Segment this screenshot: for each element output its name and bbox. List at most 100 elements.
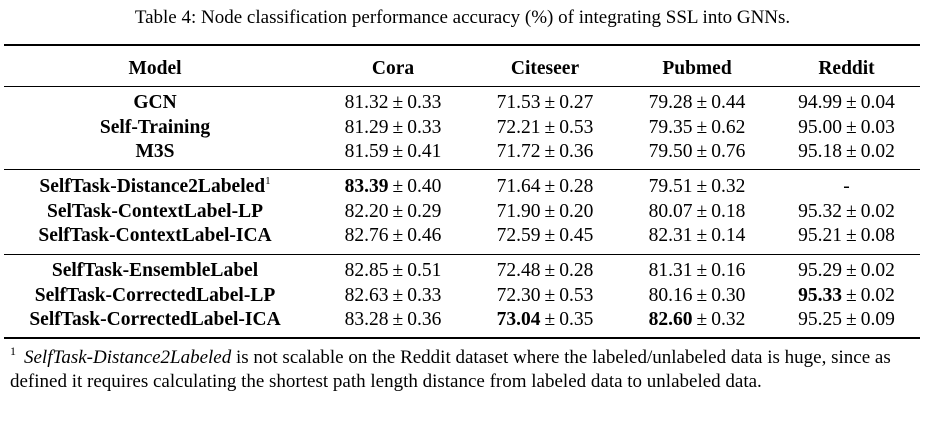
table-caption: Table 4: Node classification performance… <box>134 7 791 28</box>
accuracy-value: 72.21 <box>496 116 541 138</box>
model-name: SelfTask-CorrectedLabel-ICA <box>29 309 281 330</box>
reddit-cell: 95.18 ±0.02 <box>774 140 919 164</box>
column-header-cora: Cora <box>371 58 415 79</box>
cora-cell: 82.85 ±0.51 <box>318 259 468 283</box>
group-rule-2 <box>4 254 920 255</box>
table-row: M3S 81.59 ±0.41 71.72 ±0.36 79.50 ±0.76 95.18 ±0… <box>0 140 925 164</box>
cora-cell: 81.29 ±0.33 <box>318 116 468 140</box>
plus-minus-symbol: ± <box>696 92 708 113</box>
std-value: 0.33 <box>407 284 442 306</box>
plus-minus-symbol: ± <box>392 92 404 113</box>
table-row: SelfTask-ContextLabel-ICA 82.76 ±0.46 72.59… <box>0 224 925 248</box>
plus-minus-symbol: ± <box>392 309 404 330</box>
plus-minus-symbol: ± <box>544 116 556 138</box>
plus-minus-symbol: ± <box>846 200 857 222</box>
accuracy-value: 71.72 <box>496 141 541 162</box>
table-row: SelTask-ContextLabel-LP 82.20 ±0.29 71.90 ±0… <box>0 200 925 224</box>
plus-minus-symbol: ± <box>544 200 556 222</box>
accuracy-value: 79.50 <box>648 141 693 162</box>
std-value: 0.53 <box>559 284 594 306</box>
std-value: 0.51 <box>407 260 442 281</box>
std-value: 0.32 <box>711 309 746 330</box>
pubmed-cell: 81.31 ±0.16 <box>622 259 772 283</box>
std-value: 0.28 <box>559 176 594 197</box>
accuracy-value: 95.33 <box>798 284 843 306</box>
column-header-model: Model <box>128 58 182 79</box>
plus-minus-symbol: ± <box>392 141 404 162</box>
std-value: 0.18 <box>711 200 746 222</box>
bottom-rule <box>4 337 920 339</box>
accuracy-value: 83.28 <box>344 309 389 330</box>
accuracy-value: 79.51 <box>648 176 693 197</box>
model-name: Self-Training <box>99 116 211 138</box>
plus-minus-symbol: ± <box>696 260 708 281</box>
reddit-cell: - <box>774 175 919 199</box>
plus-minus-symbol: ± <box>846 309 857 330</box>
plus-minus-symbol: ± <box>392 225 404 246</box>
table-row: SelfTask-CorrectedLabel-ICA 83.28 ±0.36 73.… <box>0 308 925 332</box>
accuracy-value: 82.85 <box>344 260 389 281</box>
column-header-pubmed: Pubmed <box>662 58 732 79</box>
plus-minus-symbol: ± <box>392 116 404 138</box>
accuracy-value: 95.32 <box>798 200 843 222</box>
plus-minus-symbol: ± <box>846 260 857 281</box>
std-value: 0.36 <box>407 309 442 330</box>
accuracy-value: 79.35 <box>648 116 693 138</box>
model-name-cell: SelfTask-CorrectedLabel-LP <box>4 284 306 308</box>
pubmed-cell: 80.07 ±0.18 <box>622 200 772 224</box>
std-value: 0.33 <box>407 116 442 138</box>
plus-minus-symbol: ± <box>846 284 857 306</box>
plus-minus-symbol: ± <box>544 309 556 330</box>
table-row: SelfTask-Distance2Labeled1 83.39 ±0.40 71.6… <box>0 175 925 199</box>
std-value: 0.28 <box>559 260 594 281</box>
std-value: 0.02 <box>860 260 895 281</box>
table-row: Self-Training 81.29 ±0.33 72.21 ±0.53 79.35 ±0… <box>0 116 925 140</box>
table-row: SelfTask-CorrectedLabel-LP 82.63 ±0.33 72.3… <box>0 284 925 308</box>
citeseer-cell: 72.48 ±0.28 <box>470 259 620 283</box>
column-header-citeseer: Citeseer <box>510 58 580 79</box>
std-value: 0.62 <box>711 116 746 138</box>
reddit-cell: 95.00 ±0.03 <box>774 116 919 140</box>
plus-minus-symbol: ± <box>846 92 857 113</box>
model-name: SelfTask-Distance2Labeled <box>39 176 266 197</box>
accuracy-value: 71.53 <box>496 92 541 113</box>
std-value: 0.02 <box>860 284 895 306</box>
accuracy-value: 80.07 <box>648 200 693 222</box>
cora-cell: 81.59 ±0.41 <box>318 140 468 164</box>
plus-minus-symbol: ± <box>392 284 404 306</box>
std-value: 0.35 <box>559 309 594 330</box>
pubmed-cell: 79.35 ±0.62 <box>622 116 772 140</box>
pubmed-cell: 82.60 ±0.32 <box>622 308 772 332</box>
model-name-cell: SelTask-ContextLabel-LP <box>4 200 306 224</box>
plus-minus-symbol: ± <box>696 284 708 306</box>
header-rule <box>4 86 920 87</box>
reddit-cell: 95.32 ±0.02 <box>774 200 919 224</box>
model-name-cell: SelfTask-EnsembleLabel <box>4 259 306 283</box>
reddit-cell: 95.29 ±0.02 <box>774 259 919 283</box>
accuracy-value: 95.29 <box>798 260 843 281</box>
std-value: 0.32 <box>711 176 746 197</box>
accuracy-value: 81.31 <box>648 260 693 281</box>
accuracy-value: 72.59 <box>496 225 541 246</box>
plus-minus-symbol: ± <box>696 116 708 138</box>
pubmed-cell: 79.50 ±0.76 <box>622 140 772 164</box>
citeseer-cell: 72.30 ±0.53 <box>470 284 620 308</box>
top-rule <box>4 44 920 46</box>
accuracy-value: 82.76 <box>344 225 389 246</box>
cora-cell: 82.20 ±0.29 <box>318 200 468 224</box>
std-value: 0.08 <box>860 225 895 246</box>
model-name-cell: Self-Training <box>4 116 306 140</box>
plus-minus-symbol: ± <box>544 260 556 281</box>
model-name: SelTask-ContextLabel-LP <box>47 200 263 222</box>
plus-minus-symbol: ± <box>544 284 556 306</box>
accuracy-value: 95.18 <box>798 141 843 162</box>
std-value: 0.76 <box>711 141 746 162</box>
table-row: SelfTask-EnsembleLabel 82.85 ±0.51 72.48 ±0.… <box>0 259 925 283</box>
footnote-mark: 1 <box>10 344 16 358</box>
std-value: 0.33 <box>407 92 442 113</box>
group-rule-1 <box>4 169 920 170</box>
std-value: 0.16 <box>711 260 746 281</box>
footnote-text: is not scalable on the Reddit dataset wh… <box>10 347 891 392</box>
column-header-reddit: Reddit <box>818 58 875 79</box>
plus-minus-symbol: ± <box>544 225 556 246</box>
